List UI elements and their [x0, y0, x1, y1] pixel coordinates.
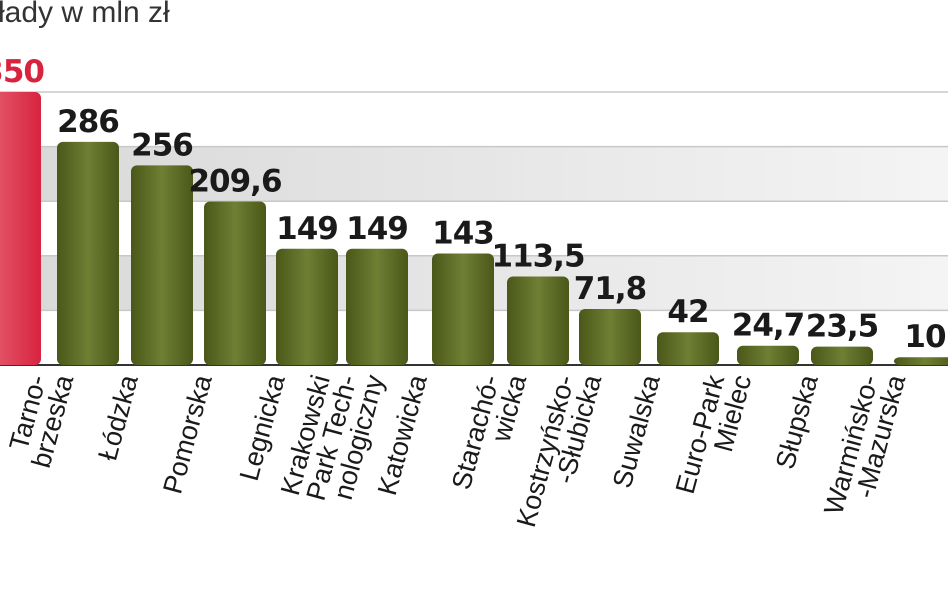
value-label: 143	[432, 215, 494, 251]
chart-title: łady w mln zł	[0, 0, 170, 29]
value-label: 113,5	[491, 238, 584, 274]
value-label: 42	[667, 294, 708, 330]
value-label: 71,8	[574, 271, 647, 307]
bar	[811, 346, 873, 365]
bar	[276, 248, 338, 365]
value-label: 10	[904, 319, 946, 355]
value-label: 286	[57, 104, 119, 140]
value-label: 209,6	[188, 164, 281, 200]
x-tick-label: Pomorska	[157, 371, 218, 497]
bar	[657, 332, 719, 365]
value-label: 149	[346, 211, 408, 247]
bar	[894, 357, 948, 365]
bar	[57, 141, 119, 365]
bar	[131, 165, 193, 365]
bar	[346, 248, 408, 365]
value-label: 256	[131, 127, 193, 163]
x-tick-label: Łódzka	[92, 371, 144, 464]
value-label: 23,5	[806, 309, 879, 345]
value-label: 149	[276, 211, 338, 247]
x-tick-label: Słupska	[770, 371, 824, 472]
bar	[432, 253, 494, 365]
bar	[579, 308, 641, 365]
bar	[204, 201, 266, 365]
bar	[0, 92, 41, 365]
bar	[507, 276, 569, 365]
value-label: 24,7	[732, 308, 805, 344]
value-label: 350	[0, 54, 44, 90]
bar	[737, 345, 799, 365]
x-tick-label: Suwalska	[607, 371, 666, 491]
